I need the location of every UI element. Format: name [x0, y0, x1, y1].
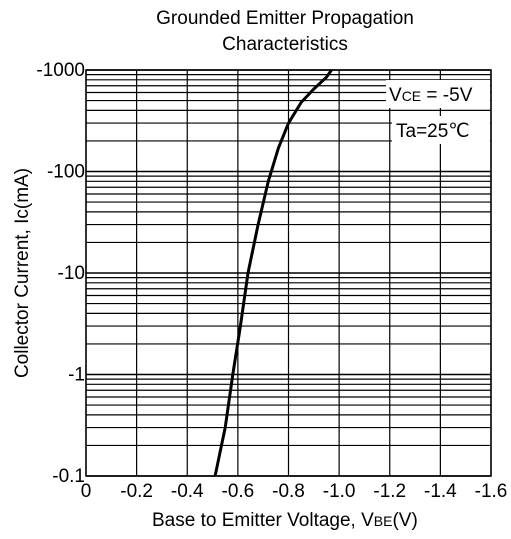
- x-axis-label: Base to Emitter Voltage, VBE(V): [152, 510, 418, 531]
- series-layer: [213, 69, 333, 477]
- annotation-vce: VCE = -5V: [389, 85, 473, 106]
- y-tick-label: -1000: [36, 60, 85, 81]
- annotation-vce-subscript: CE: [402, 88, 421, 104]
- y-tick-label: -10: [58, 263, 85, 284]
- annotation-ta: Ta=25℃: [396, 121, 470, 142]
- x-tick-label: -0.2: [120, 481, 153, 502]
- chart-title-line-2: Characteristics: [222, 34, 348, 55]
- x-tick-label: -0.4: [171, 481, 204, 502]
- annotation-ta-box: [392, 116, 490, 144]
- y-tick-label: -100: [47, 162, 85, 183]
- x-tick-label: -1.4: [424, 481, 457, 502]
- y-tick-label: -1: [68, 365, 85, 386]
- plot-frame: [85, 69, 492, 477]
- chart-title-line-1: Grounded Emitter Propagation: [156, 8, 414, 29]
- y-tick-label: -0.1: [52, 466, 85, 487]
- y-axis-label: Collector Current, Ic(mA): [12, 168, 33, 378]
- x-tick-label: -1.0: [323, 481, 356, 502]
- annotation-vce-main: V: [389, 85, 402, 106]
- annotation-vce-rest: = -5V: [421, 85, 473, 106]
- x-axis-label-unit: (V): [392, 510, 417, 531]
- x-tick-label: -0.6: [222, 481, 255, 502]
- x-axis-label-subscript: BE: [374, 513, 393, 529]
- x-tick-labels: 0 -0.2 -0.4 -0.6 -0.8 -1.0 -1.2 -1.4 -1.6: [81, 481, 508, 502]
- x-axis-label-main: Base to Emitter Voltage, V: [152, 510, 374, 531]
- x-tick-label: -1.6: [475, 481, 508, 502]
- series-curve: [213, 69, 333, 477]
- x-tick-label: -0.8: [272, 481, 305, 502]
- x-tick-label: 0: [81, 481, 92, 502]
- y-tick-labels: -0.1 -1 -10 -100 -1000: [36, 60, 85, 487]
- x-tick-label: -1.2: [373, 481, 406, 502]
- annotation-vce-box: [386, 80, 490, 108]
